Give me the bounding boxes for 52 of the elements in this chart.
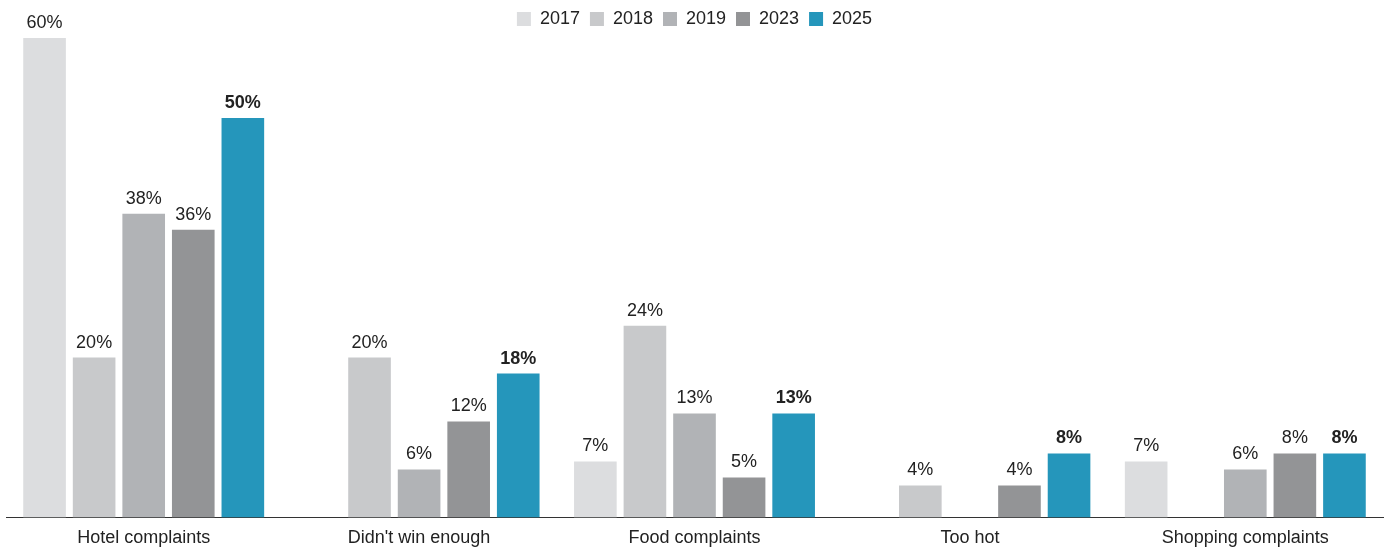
bar bbox=[722, 477, 766, 518]
legend-label: 2025 bbox=[832, 7, 873, 28]
data-label: 24% bbox=[626, 299, 663, 320]
data-label: 38% bbox=[125, 187, 162, 208]
data-label: 8% bbox=[1056, 427, 1083, 448]
bar bbox=[998, 485, 1041, 518]
bar bbox=[673, 413, 716, 518]
x-tick-label: Shopping complaints bbox=[1161, 527, 1329, 548]
bar bbox=[348, 357, 391, 518]
legend-label: 2018 bbox=[612, 7, 653, 28]
data-label: 4% bbox=[1006, 459, 1033, 480]
bar bbox=[899, 485, 942, 518]
bar bbox=[1323, 453, 1366, 518]
bar bbox=[221, 117, 265, 518]
bar bbox=[623, 325, 667, 518]
data-label: 50% bbox=[224, 91, 261, 112]
bar bbox=[1273, 453, 1317, 518]
bar bbox=[496, 373, 540, 518]
legend-label: 2023 bbox=[759, 7, 800, 28]
bar bbox=[1124, 461, 1168, 518]
data-label: 13% bbox=[775, 387, 812, 408]
bar bbox=[1223, 469, 1267, 518]
bar bbox=[72, 357, 116, 518]
x-tick-label: Too hot bbox=[940, 527, 1000, 548]
data-label: 8% bbox=[1331, 427, 1358, 448]
bar bbox=[122, 213, 166, 518]
data-label: 7% bbox=[582, 435, 609, 456]
data-label: 60% bbox=[26, 11, 63, 32]
data-label: 8% bbox=[1281, 427, 1308, 448]
data-label: 7% bbox=[1133, 435, 1160, 456]
bar bbox=[171, 229, 215, 518]
legend-label: 2019 bbox=[685, 7, 727, 28]
data-label: 20% bbox=[76, 331, 113, 352]
data-label: 13% bbox=[676, 387, 713, 408]
x-tick-label: Food complaints bbox=[628, 527, 761, 548]
data-label: 4% bbox=[907, 459, 934, 480]
data-label: 6% bbox=[406, 443, 433, 464]
data-label: 20% bbox=[351, 331, 388, 352]
bar bbox=[447, 421, 490, 518]
data-label: 6% bbox=[1232, 443, 1259, 464]
bar bbox=[574, 461, 617, 518]
data-label: 12% bbox=[450, 395, 487, 416]
data-label: 36% bbox=[175, 203, 212, 224]
legend-label: 2017 bbox=[539, 7, 580, 28]
bar bbox=[23, 38, 66, 518]
bar bbox=[397, 469, 441, 518]
x-tick-label: Hotel complaints bbox=[77, 527, 211, 548]
bar bbox=[1047, 453, 1091, 518]
x-tick-label: Didn't win enough bbox=[347, 527, 491, 548]
data-label: 18% bbox=[500, 347, 537, 368]
bar bbox=[772, 413, 815, 518]
data-label: 5% bbox=[731, 451, 758, 472]
